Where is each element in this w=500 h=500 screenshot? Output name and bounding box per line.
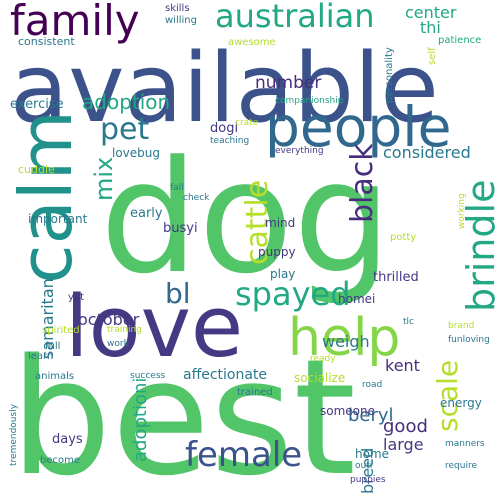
word-australian: australian — [215, 0, 375, 35]
word-affectionate: affectionate — [183, 367, 268, 383]
word-spirited: spirited — [42, 325, 80, 336]
word-check: check — [183, 193, 210, 203]
word-willing: willing — [165, 15, 197, 26]
word-thi: thi — [420, 18, 441, 37]
word-energy: energy — [440, 396, 482, 410]
word-people: people — [265, 95, 452, 159]
word-adoption: adoption — [82, 90, 171, 114]
word-center: center — [405, 3, 457, 22]
word-lovebug: lovebug — [112, 146, 160, 160]
word-days: days — [52, 432, 83, 447]
word-require: require — [445, 461, 477, 471]
word-working: working — [457, 193, 467, 229]
word-brindle: brindle — [459, 179, 500, 312]
word-exercise: exercise — [10, 97, 64, 112]
word-thrilled: thrilled — [373, 270, 419, 285]
word-full: full — [45, 341, 61, 352]
word-someone: someone — [320, 404, 375, 418]
word-funloving: funloving — [448, 335, 490, 345]
word-tremendously: tremendously — [9, 403, 19, 466]
word-become: become — [40, 455, 81, 466]
word-good: good — [383, 416, 428, 437]
word-dogi: dogi — [210, 121, 239, 136]
word-early: early — [130, 206, 163, 221]
word-mind: mind — [265, 216, 296, 230]
word-success: success — [130, 371, 166, 381]
word-female: female — [185, 435, 303, 475]
word-learn: learn — [28, 351, 54, 362]
word-outi: outi — [355, 461, 373, 471]
word-ready: ready — [310, 354, 336, 364]
word-work: work — [107, 339, 129, 349]
word-adoptioni: adoptioni — [130, 377, 151, 462]
word-self: self — [427, 47, 438, 65]
word-number: number — [255, 73, 322, 93]
word-puppies: puppies — [350, 475, 386, 485]
word-family: family — [10, 0, 140, 45]
word-calm: calm — [4, 110, 88, 284]
word-best: best — [10, 324, 357, 500]
word-consistent: consistent — [18, 35, 75, 48]
word-teaching: teaching — [210, 136, 250, 146]
word-everything: everything — [275, 146, 324, 156]
word-october: october — [78, 310, 140, 329]
word-road: road — [362, 380, 383, 390]
word-fall: fall — [170, 183, 184, 193]
word-brand: brand — [448, 321, 475, 331]
word-animals: animals — [35, 371, 75, 382]
word-dog: dog — [100, 127, 392, 308]
word-cuddle: cuddle — [18, 163, 55, 176]
word-important: important — [28, 212, 88, 226]
word-kent: kent — [385, 356, 420, 375]
word-bl: bl — [165, 277, 191, 310]
word-available: available — [10, 34, 439, 144]
word-yet: yet — [68, 292, 84, 303]
word-skills: skills — [165, 3, 190, 14]
word-trained: trained — [237, 387, 273, 398]
word-help: help — [288, 308, 401, 368]
word-spayed: spayed — [235, 275, 351, 313]
word-personality: personality — [384, 47, 395, 103]
word-large: large — [383, 435, 424, 454]
word-considered: considered — [383, 143, 471, 162]
word-manners: manners — [445, 439, 485, 449]
word-beryl: beryl — [348, 405, 394, 426]
word-crate: crate — [235, 118, 259, 128]
word-training: training — [107, 325, 142, 335]
word-tlc: tlc — [403, 317, 414, 327]
word-socialize: socialize — [294, 371, 346, 385]
word-awesome: awesome — [228, 37, 276, 48]
word-pet: pet — [100, 112, 150, 147]
word-homei: homei — [338, 292, 376, 306]
word-busyi: busyi — [163, 221, 198, 236]
word-patience: patience — [438, 35, 482, 46]
word-mix: mix — [90, 156, 118, 201]
word-puppy: puppy — [258, 245, 296, 259]
word-love: love — [65, 278, 244, 377]
word-companionship: companionship — [275, 96, 344, 106]
word-potty: potty — [390, 232, 417, 243]
word-weigh: weigh — [322, 332, 370, 351]
word-home: home — [355, 447, 390, 461]
word-black: black — [345, 143, 380, 223]
word-play: play — [270, 267, 296, 281]
